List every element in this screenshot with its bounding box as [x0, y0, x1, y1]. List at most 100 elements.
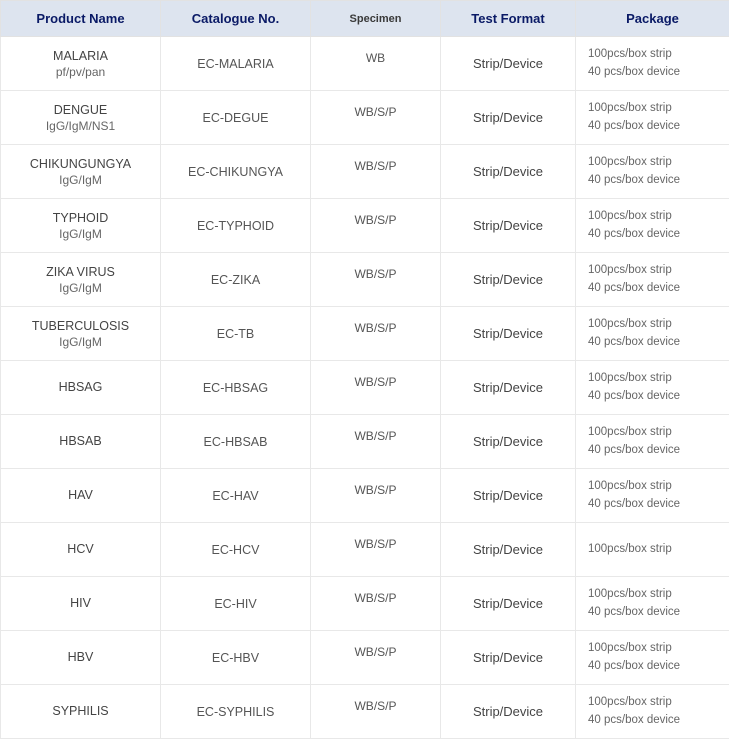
- product-main-label: HCV: [7, 542, 154, 556]
- product-name-cell: HBSAB: [1, 415, 161, 469]
- table-row: TUBERCULOSISIgG/IgMEC-TBWB/S/PStrip/Devi…: [1, 307, 729, 361]
- catalogue-cell: EC-HBV: [161, 631, 311, 685]
- package-cell: 100pcs/box strip40 pcs/box device: [576, 361, 729, 415]
- product-main-label: TYPHOID: [7, 211, 154, 225]
- test-format-cell: Strip/Device: [441, 145, 576, 199]
- test-format-cell: Strip/Device: [441, 415, 576, 469]
- package-line-1: 100pcs/box strip: [588, 100, 723, 117]
- product-main-label: HIV: [7, 596, 154, 610]
- product-sub-label: IgG/IgM/NS1: [7, 119, 154, 133]
- package-cell: 100pcs/box strip40 pcs/box device: [576, 469, 729, 523]
- package-line-1: 100pcs/box strip: [588, 316, 723, 333]
- product-main-label: MALARIA: [7, 49, 154, 63]
- package-line-2: 40 pcs/box device: [588, 64, 723, 81]
- specimen-cell: WB/S/P: [311, 91, 441, 145]
- catalogue-cell: EC-DEGUE: [161, 91, 311, 145]
- package-line-2: 40 pcs/box device: [588, 388, 723, 405]
- package-line-2: 40 pcs/box device: [588, 334, 723, 351]
- product-main-label: DENGUE: [7, 103, 154, 117]
- package-cell: 100pcs/box strip40 pcs/box device: [576, 685, 729, 739]
- test-format-cell: Strip/Device: [441, 523, 576, 577]
- product-name-cell: HBV: [1, 631, 161, 685]
- col-product-name: Product Name: [1, 1, 161, 37]
- package-line-1: 100pcs/box strip: [588, 46, 723, 63]
- product-main-label: HBSAB: [7, 434, 154, 448]
- test-format-cell: Strip/Device: [441, 307, 576, 361]
- package-line-2: 40 pcs/box device: [588, 280, 723, 297]
- catalogue-cell: EC-CHIKUNGYA: [161, 145, 311, 199]
- package-line-1: 100pcs/box strip: [588, 154, 723, 171]
- product-sub-label: IgG/IgM: [7, 227, 154, 241]
- product-sub-label: pf/pv/pan: [7, 65, 154, 79]
- product-name-cell: CHIKUNGUNGYAIgG/IgM: [1, 145, 161, 199]
- col-specimen: Specimen: [311, 1, 441, 37]
- test-format-cell: Strip/Device: [441, 685, 576, 739]
- table-body: MALARIApf/pv/panEC-MALARIAWBStrip/Device…: [1, 37, 729, 739]
- package-cell: 100pcs/box strip40 pcs/box device: [576, 631, 729, 685]
- specimen-cell: WB/S/P: [311, 415, 441, 469]
- specimen-cell: WB/S/P: [311, 145, 441, 199]
- product-name-cell: TYPHOID IgG/IgM: [1, 199, 161, 253]
- package-cell: 100pcs/box strip40 pcs/box device: [576, 253, 729, 307]
- package-cell: 100pcs/box strip40 pcs/box device: [576, 37, 729, 91]
- package-cell: 100pcs/box strip: [576, 523, 729, 577]
- product-name-cell: HCV: [1, 523, 161, 577]
- catalogue-cell: EC-TB: [161, 307, 311, 361]
- table-row: MALARIA pf/pv/pan EC-MALARIAWBStrip/Device…: [1, 37, 729, 91]
- table-row: SYPHILISEC-SYPHILISWB/S/PStrip/Device100…: [1, 685, 729, 739]
- package-line-1: 100pcs/box strip: [588, 541, 723, 558]
- package-line-2: 40 pcs/box device: [588, 604, 723, 621]
- catalogue-cell: EC-TYPHOID: [161, 199, 311, 253]
- specimen-cell: WB/S/P: [311, 631, 441, 685]
- product-main-label: TUBERCULOSIS: [7, 319, 154, 333]
- package-cell: 100pcs/box strip40 pcs/box device: [576, 145, 729, 199]
- package-line-1: 100pcs/box strip: [588, 370, 723, 387]
- package-line-1: 100pcs/box strip: [588, 586, 723, 603]
- product-main-label: SYPHILIS: [7, 704, 154, 718]
- product-name-cell: MALARIA pf/pv/pan: [1, 37, 161, 91]
- package-cell: 100pcs/box strip40 pcs/box device: [576, 577, 729, 631]
- catalogue-cell: EC-HCV: [161, 523, 311, 577]
- product-name-cell: SYPHILIS: [1, 685, 161, 739]
- specimen-cell: WB: [311, 37, 441, 91]
- product-main-label: ZIKA VIRUS: [7, 265, 154, 279]
- table-row: HBSAGEC-HBSAGWB/S/PStrip/Device100pcs/bo…: [1, 361, 729, 415]
- test-format-cell: Strip/Device: [441, 253, 576, 307]
- product-name-cell: TUBERCULOSIS IgG/IgM: [1, 307, 161, 361]
- catalogue-cell: EC-MALARIA: [161, 37, 311, 91]
- package-line-2: 40 pcs/box device: [588, 226, 723, 243]
- product-sub-label: IgG/IgM: [7, 281, 154, 295]
- table-row: HAVEC-HAVWB/S/PStrip/Device100pcs/box st…: [1, 469, 729, 523]
- product-main-label: HAV: [7, 488, 154, 502]
- product-name-cell: HAV: [1, 469, 161, 523]
- catalogue-cell: EC-ZIKA: [161, 253, 311, 307]
- test-format-cell: Strip/Device: [441, 361, 576, 415]
- catalogue-cell: EC-HBSAB: [161, 415, 311, 469]
- table-row: CHIKUNGUNGYAIgG/IgMEC-CHIKUNGYAWB/S/PStr…: [1, 145, 729, 199]
- package-cell: 100pcs/box strip40 pcs/box device: [576, 91, 729, 145]
- package-line-1: 100pcs/box strip: [588, 208, 723, 225]
- specimen-cell: WB/S/P: [311, 199, 441, 253]
- catalogue-cell: EC-HIV: [161, 577, 311, 631]
- product-name-cell: ZIKA VIRUS IgG/IgM: [1, 253, 161, 307]
- specimen-cell: WB/S/P: [311, 577, 441, 631]
- package-line-2: 40 pcs/box device: [588, 442, 723, 459]
- catalogue-cell: EC-HBSAG: [161, 361, 311, 415]
- package-cell: 100pcs/box strip40 pcs/box device: [576, 199, 729, 253]
- package-cell: 100pcs/box strip40 pcs/box device: [576, 415, 729, 469]
- table-row: TYPHOIDIgG/IgMEC-TYPHOIDWB/S/PStrip/Devi…: [1, 199, 729, 253]
- test-format-cell: Strip/Device: [441, 37, 576, 91]
- package-line-2: 40 pcs/box device: [588, 496, 723, 513]
- test-format-cell: Strip/Device: [441, 577, 576, 631]
- test-format-cell: Strip/Device: [441, 469, 576, 523]
- package-line-1: 100pcs/box strip: [588, 478, 723, 495]
- package-cell: 100pcs/box strip40 pcs/box device: [576, 307, 729, 361]
- product-table: Product Name Catalogue No. Specimen Test…: [0, 0, 729, 739]
- table-row: HBSAB EC-HBSABWB/S/PStrip/Device100pcs/bo…: [1, 415, 729, 469]
- product-main-label: HBV: [7, 650, 154, 664]
- col-test-format: Test Format: [441, 1, 576, 37]
- test-format-cell: Strip/Device: [441, 91, 576, 145]
- table-row: DENGUE IgG/IgM/NS1 EC-DEGUEWB/S/PStrip/Dev…: [1, 91, 729, 145]
- product-main-label: HBSAG: [7, 380, 154, 394]
- product-sub-label: IgG/IgM: [7, 335, 154, 349]
